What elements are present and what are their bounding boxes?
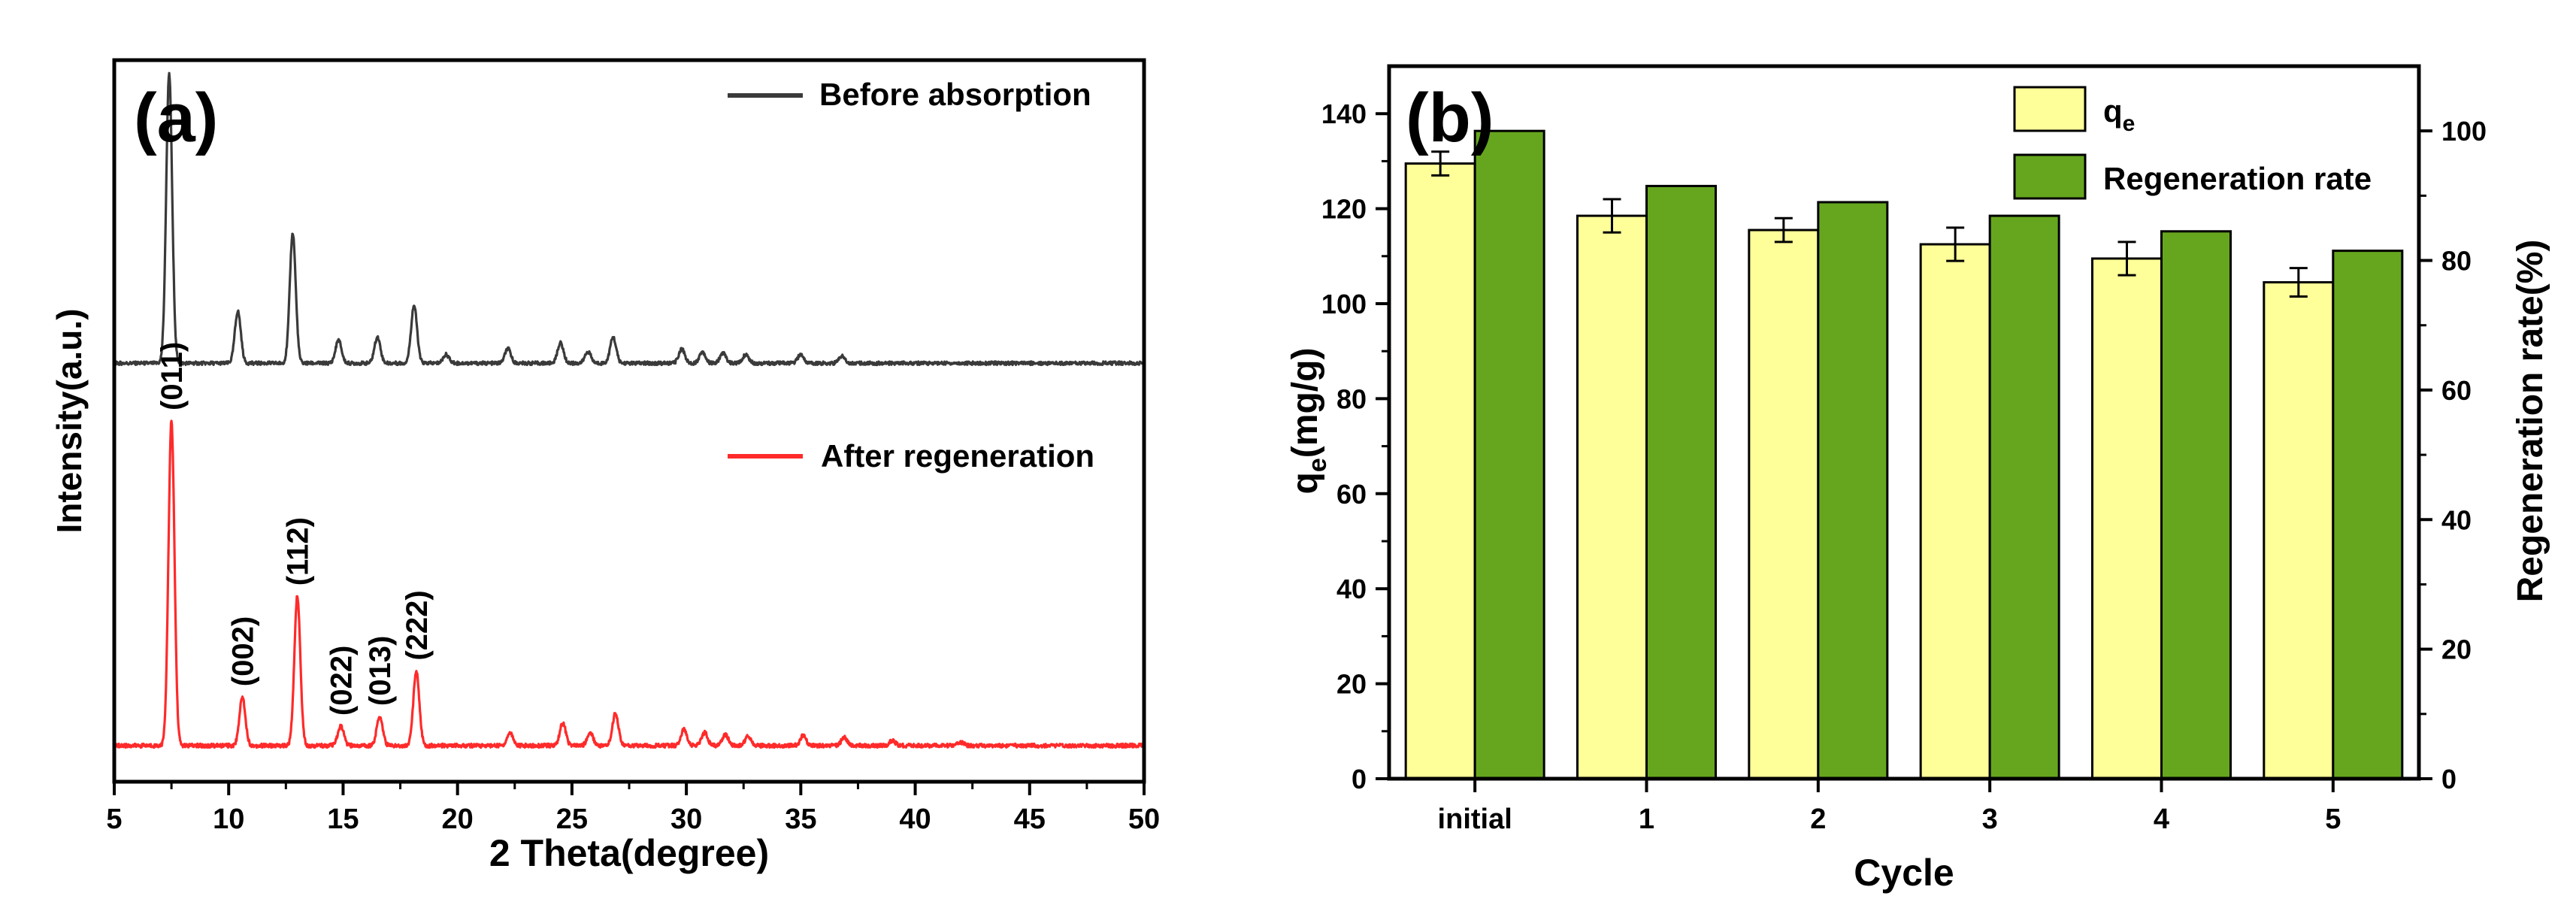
left-y-tick-label: 20 bbox=[1336, 669, 1367, 700]
xrd-legend: Before absorption After regeneration bbox=[728, 77, 1094, 474]
legend-swatch-qe bbox=[2013, 86, 2087, 132]
xrd-x-tick-label: 20 bbox=[442, 804, 474, 835]
legend-label-before: Before absorption bbox=[819, 77, 1091, 112]
left-y-tick-label: 100 bbox=[1321, 289, 1367, 319]
peak-annotation: (222) bbox=[401, 590, 434, 660]
regeneration-rate-bar bbox=[1817, 201, 1889, 780]
cycle-x-tick-label: 3 bbox=[1982, 804, 1998, 835]
regeneration-legend: qe Regeneration rate bbox=[2013, 86, 2372, 200]
xrd-x-tick-label: 25 bbox=[556, 804, 588, 835]
xrd-y-axis-label: Intensity(a.u.) bbox=[50, 308, 89, 533]
cycle-x-tick-label: 2 bbox=[1810, 804, 1826, 835]
left-y-tick-label: 60 bbox=[1336, 479, 1367, 510]
qe-bar bbox=[2263, 281, 2335, 780]
xrd-x-ticks: 5 10 15 20 25 30 35 40 45 50 bbox=[106, 782, 1160, 835]
left-y-tick-label: 80 bbox=[1336, 383, 1367, 414]
cycle-x-tick-label: 4 bbox=[2154, 804, 2169, 835]
peak-annotation: (002) bbox=[226, 616, 259, 686]
xrd-x-tick-label: 10 bbox=[213, 804, 244, 835]
xrd-x-tick-label: 40 bbox=[899, 804, 931, 835]
legend-label-qe: qe bbox=[2103, 93, 2135, 136]
regeneration-rate-bar bbox=[1988, 214, 2060, 780]
regeneration-rate-bar bbox=[1473, 129, 1545, 780]
regeneration-rate-bar bbox=[2332, 250, 2404, 780]
xrd-x-axis-label: 2 Theta(degree) bbox=[489, 832, 769, 874]
regeneration-axis-ticks: 0 20 40 60 80 100 120 140 0 20 40 60 80 100 initial 1 2 3… bbox=[1321, 98, 2487, 835]
peak-annotation: (013) bbox=[364, 636, 397, 706]
xrd-x-tick-label: 15 bbox=[327, 804, 359, 835]
regeneration-plot-frame bbox=[1387, 64, 2421, 781]
xrd-x-tick-label: 35 bbox=[785, 804, 816, 835]
right-y-tick-label: 0 bbox=[2441, 764, 2456, 795]
before-absorption-curve bbox=[113, 71, 1146, 367]
xrd-x-tick-label: 50 bbox=[1128, 804, 1160, 835]
regeneration-panel-label: (b) bbox=[1406, 80, 1494, 156]
qe-bar bbox=[2091, 257, 2163, 780]
regeneration-panel: 0 20 40 60 80 100 120 140 0 20 40 60 80 100 initial 1 2 3… bbox=[1285, 64, 2550, 894]
qe-error-bars bbox=[1431, 150, 2308, 298]
left-y-tick-label: 140 bbox=[1321, 98, 1367, 129]
right-y-tick-label: 60 bbox=[2441, 375, 2472, 406]
xrd-panel: 5 10 15 20 25 30 35 40 45 50 (011) (002) (112) (022)… bbox=[50, 58, 1160, 874]
legend-swatch-regeneration bbox=[2013, 153, 2087, 200]
xrd-x-tick-label: 30 bbox=[670, 804, 702, 835]
regeneration-rate-bar bbox=[1645, 184, 1717, 780]
legend-label-after: After regeneration bbox=[821, 438, 1094, 474]
peak-annotation: (022) bbox=[325, 646, 358, 716]
left-y-tick-label: 0 bbox=[1352, 764, 1367, 795]
cycle-x-tick-label: initial bbox=[1438, 804, 1512, 835]
xrd-curves bbox=[113, 71, 1146, 749]
regeneration-bars bbox=[1404, 129, 2404, 780]
xrd-x-tick-label: 45 bbox=[1014, 804, 1046, 835]
regeneration-left-axis-label: qe(mg/g) bbox=[1285, 348, 1332, 495]
left-y-tick-label: 40 bbox=[1336, 574, 1367, 604]
xrd-peak-annotations: (011) (002) (112) (022) (013)(222) bbox=[156, 342, 434, 716]
legend-label-regeneration: Regeneration rate bbox=[2103, 161, 2372, 196]
regeneration-right-axis-label: Regeneration rate(%) bbox=[2511, 240, 2550, 603]
regeneration-rate-bar bbox=[2160, 230, 2232, 780]
right-y-tick-label: 20 bbox=[2441, 634, 2472, 665]
right-y-tick-label: 80 bbox=[2441, 246, 2472, 277]
qe-bar bbox=[1404, 162, 1476, 780]
cycle-x-tick-label: 1 bbox=[1639, 804, 1654, 835]
xrd-plot-frame bbox=[112, 58, 1146, 784]
cycle-x-tick-label: 5 bbox=[2325, 804, 2341, 835]
peak-annotation: (112) bbox=[282, 517, 315, 586]
right-y-tick-label: 100 bbox=[2441, 116, 2487, 147]
after-regeneration-curve bbox=[114, 419, 1146, 749]
qe-bar bbox=[1919, 243, 1991, 780]
peak-annotation: (011) bbox=[156, 342, 189, 410]
qe-bar bbox=[1576, 214, 1648, 780]
regeneration-x-axis-label: Cycle bbox=[1854, 852, 1954, 894]
xrd-panel-label: (a) bbox=[134, 80, 218, 156]
right-y-tick-label: 40 bbox=[2441, 504, 2472, 535]
xrd-x-tick-label: 5 bbox=[106, 804, 122, 835]
qe-bar bbox=[1748, 229, 1820, 780]
left-y-tick-label: 120 bbox=[1321, 194, 1367, 225]
